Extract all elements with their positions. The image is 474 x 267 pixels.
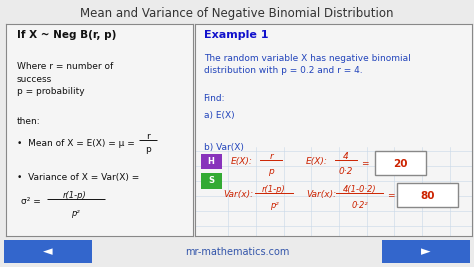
- Text: p²: p²: [71, 209, 79, 218]
- Text: σ² =: σ² =: [21, 197, 40, 206]
- Bar: [4, 240, 92, 263]
- FancyBboxPatch shape: [397, 183, 458, 207]
- Text: Var(x):: Var(x):: [223, 190, 253, 199]
- Text: 0·2: 0·2: [339, 167, 353, 176]
- Text: r: r: [269, 152, 273, 162]
- Bar: [382, 240, 470, 263]
- Text: r: r: [146, 132, 150, 141]
- Text: =: =: [387, 191, 395, 200]
- Text: r(1-p): r(1-p): [262, 185, 286, 194]
- Text: Where r = number of
success
p = probability: Where r = number of success p = probabil…: [17, 62, 113, 96]
- Text: S: S: [208, 176, 214, 185]
- Bar: [201, 173, 221, 189]
- Text: 80: 80: [420, 191, 435, 201]
- Text: p: p: [268, 167, 274, 176]
- Bar: [201, 154, 221, 170]
- Text: r(1-p): r(1-p): [63, 191, 87, 200]
- Text: 0·2²: 0·2²: [351, 201, 368, 210]
- Text: then:: then:: [17, 117, 41, 127]
- Text: Find:: Find:: [203, 94, 225, 103]
- Text: Mean and Variance of Negative Binomial Distribution: Mean and Variance of Negative Binomial D…: [80, 7, 394, 20]
- FancyBboxPatch shape: [375, 151, 426, 175]
- Text: =: =: [361, 159, 369, 168]
- Text: ►: ►: [421, 245, 431, 258]
- Text: E(X):: E(X):: [306, 157, 328, 166]
- Text: ◄: ◄: [43, 245, 53, 258]
- Text: Var(x):: Var(x):: [306, 190, 336, 199]
- Text: mr-mathematics.com: mr-mathematics.com: [185, 247, 289, 257]
- Text: 4(1-0·2): 4(1-0·2): [343, 185, 376, 194]
- Text: b) Var(X): b) Var(X): [203, 143, 244, 152]
- Text: The random variable X has negative binomial
distribution with p = 0.2 and r = 4.: The random variable X has negative binom…: [203, 54, 410, 74]
- Text: 20: 20: [393, 159, 408, 169]
- Text: p²: p²: [270, 201, 278, 210]
- Text: p: p: [145, 145, 151, 154]
- Text: a) E(X): a) E(X): [203, 111, 234, 120]
- Text: Example 1: Example 1: [203, 30, 268, 40]
- Text: •  Mean of X = E(X) = μ =: • Mean of X = E(X) = μ =: [17, 139, 135, 148]
- Text: 4: 4: [343, 152, 349, 162]
- Text: •  Variance of X = Var(X) =: • Variance of X = Var(X) =: [17, 173, 139, 182]
- Text: If X ~ Neg B(r, p): If X ~ Neg B(r, p): [17, 30, 116, 40]
- Text: E(X):: E(X):: [231, 157, 253, 166]
- Text: H: H: [208, 157, 215, 166]
